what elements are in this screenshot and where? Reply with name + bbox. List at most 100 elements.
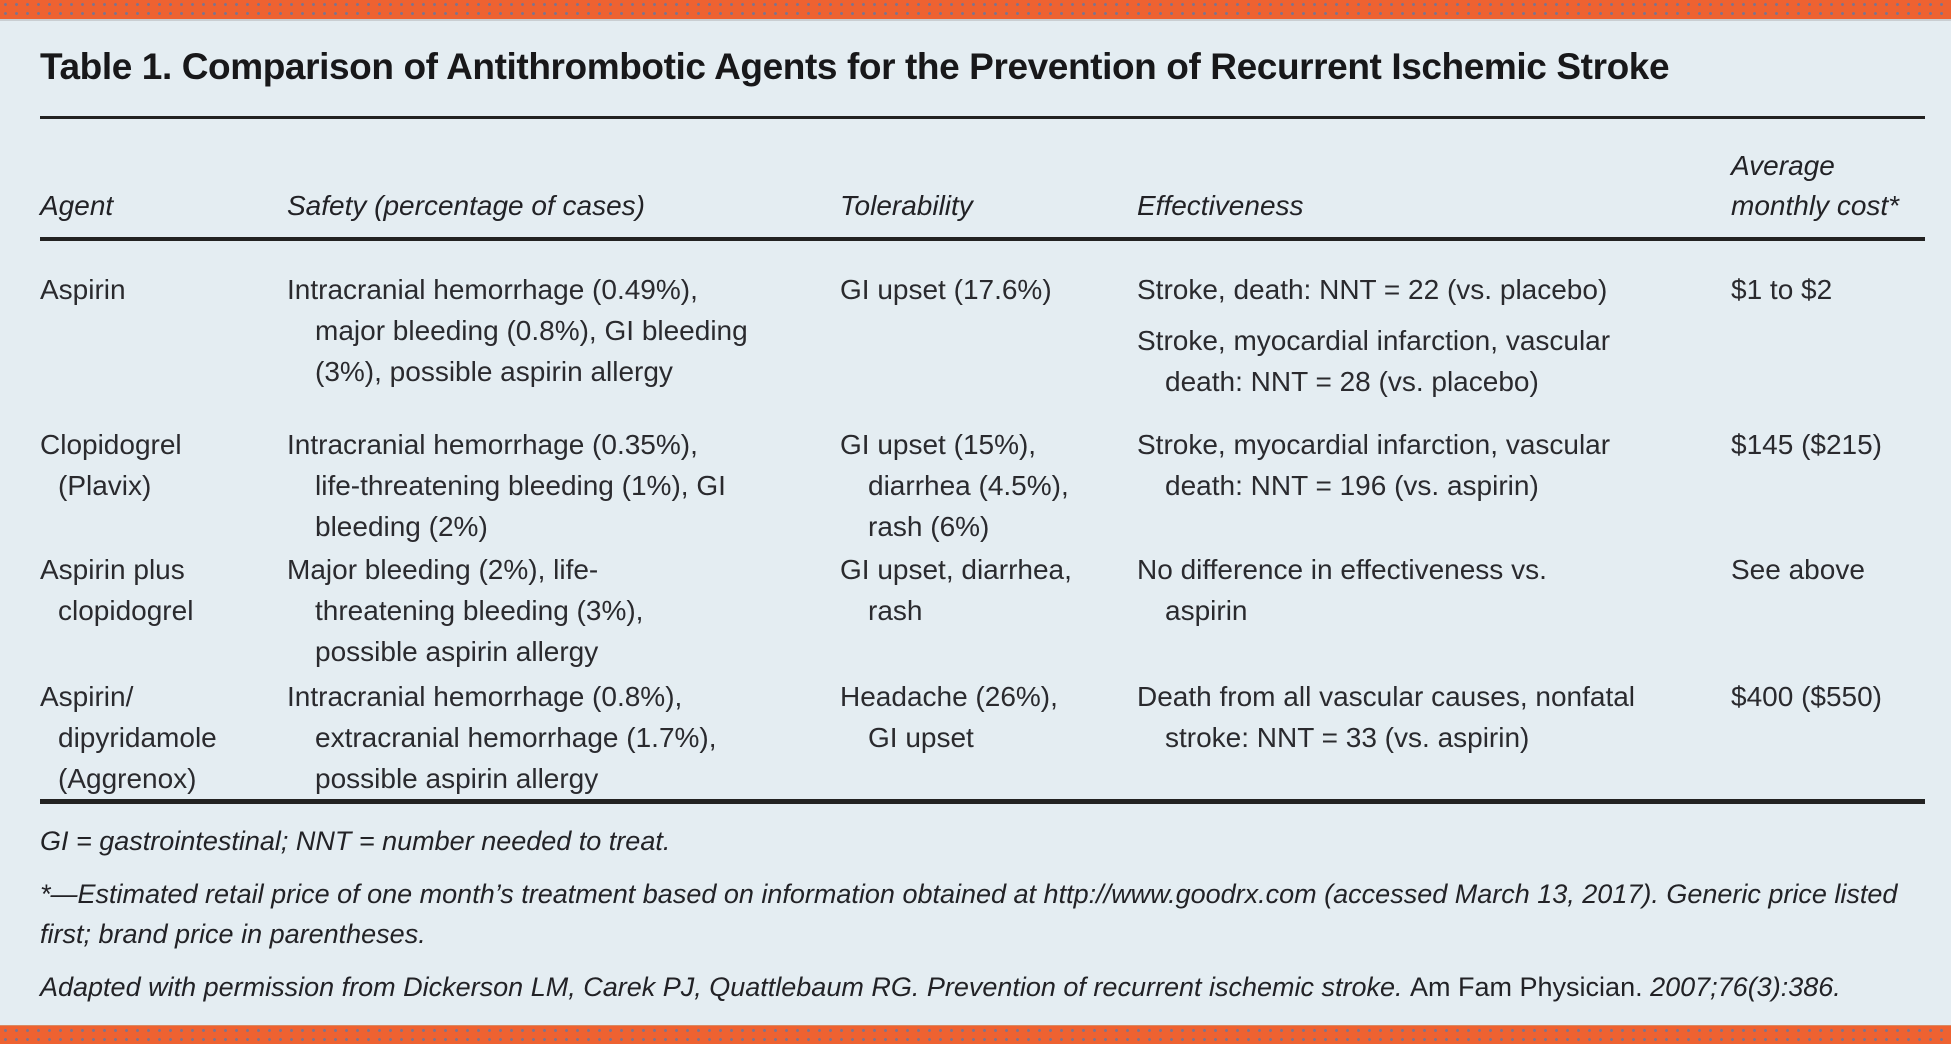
footnote-3: Adapted with permission from Dickerson L… xyxy=(40,967,1925,1007)
cell-paragraph: Death from all vascular causes, nonfatal… xyxy=(1137,676,1731,758)
header-line: Effectiveness xyxy=(1137,190,1304,221)
cell-cost: $145 ($215) xyxy=(1731,424,1925,465)
cell-line: possible aspirin allergy xyxy=(315,763,599,794)
cell-line: death: NNT = 28 (vs. placebo) xyxy=(1165,366,1539,397)
column-header-agent: Agent xyxy=(40,186,287,226)
cell-paragraph: See above xyxy=(1731,549,1925,590)
cell-line: bleeding (2%) xyxy=(315,511,488,542)
cell-paragraph: No difference in effectiveness vs. aspiri… xyxy=(1137,549,1731,631)
cell-paragraph: $145 ($215) xyxy=(1731,424,1925,465)
cell-paragraph: Intracranial hemorrhage (0.8%), extracran… xyxy=(287,676,840,799)
cell-paragraph: Aspirin plus clopidogrel xyxy=(40,549,287,631)
table-row: Aspirin plus clopidogrel Major bleeding (2… xyxy=(40,549,1925,676)
cell-cost: $1 to $2 xyxy=(1731,269,1925,310)
cell-line: $1 to $2 xyxy=(1731,274,1833,305)
cell-line: rash xyxy=(868,595,923,626)
cell-line: GI upset, diarrhea, xyxy=(840,554,1072,585)
cell-paragraph: GI upset (15%), diarrhea (4.5%), rash (6%) xyxy=(840,424,1137,547)
cell-paragraph: GI upset (17.6%) xyxy=(840,269,1137,310)
column-header-tolerability: Tolerability xyxy=(840,186,1137,226)
cell-effectiveness: Stroke, death: NNT = 22 (vs. placebo) Str… xyxy=(1137,269,1731,402)
cell-line: threatening bleeding (3%), xyxy=(315,595,644,626)
header-line: Average xyxy=(1731,150,1835,181)
cell-line: major bleeding (0.8%), GI bleeding xyxy=(315,315,748,346)
cell-line: Clopidogrel xyxy=(40,429,182,460)
cell-agent: Aspirin xyxy=(40,269,287,310)
cell-cost: See above xyxy=(1731,549,1925,590)
cell-line: See above xyxy=(1731,554,1865,585)
cell-tolerability: Headache (26%), GI upset xyxy=(840,676,1137,758)
cell-paragraph: Aspirin xyxy=(40,269,287,310)
table-row: Clopidogrel (Plavix) Intracranial hemorrha… xyxy=(40,424,1925,549)
header-line: Tolerability xyxy=(840,190,973,221)
cell-cost: $400 ($550) xyxy=(1731,676,1925,717)
cell-line: GI upset (17.6%) xyxy=(840,274,1052,305)
cell-line: Stroke, myocardial infarction, vascular xyxy=(1137,429,1611,460)
header-line: Safety (percentage of cases) xyxy=(287,190,645,221)
cell-line: Death from all vascular causes, nonfatal xyxy=(1137,681,1636,712)
footnote-text: 2007;76(3):386. xyxy=(1642,972,1841,1002)
cell-agent: Aspirin plus clopidogrel xyxy=(40,549,287,631)
footer-rule xyxy=(40,799,1925,804)
footnotes: GI = gastrointestinal; NNT = number need… xyxy=(40,804,1925,1007)
cell-line: Intracranial hemorrhage (0.35%), xyxy=(287,429,698,460)
cell-line: GI upset (15%), xyxy=(840,429,1037,460)
cell-line: Stroke, myocardial infarction, vascular xyxy=(1137,325,1611,356)
header-line: Agent xyxy=(40,190,114,221)
cell-line: $145 ($215) xyxy=(1731,429,1883,460)
cell-tolerability: GI upset, diarrhea, rash xyxy=(840,549,1137,631)
cell-line: death: NNT = 196 (vs. aspirin) xyxy=(1165,470,1539,501)
cell-safety: Intracranial hemorrhage (0.35%), life-thr… xyxy=(287,424,840,547)
cell-paragraph: Stroke, myocardial infarction, vascular d… xyxy=(1137,320,1731,402)
cell-line: possible aspirin allergy xyxy=(315,636,599,667)
cell-line: diarrhea (4.5%), xyxy=(868,470,1069,501)
title-rule xyxy=(40,116,1925,119)
cell-line: Intracranial hemorrhage (0.49%), xyxy=(287,274,698,305)
cell-line: Major bleeding (2%), life- xyxy=(287,554,599,585)
cell-effectiveness: Stroke, myocardial infarction, vascular d… xyxy=(1137,424,1731,506)
cell-line: Intracranial hemorrhage (0.8%), xyxy=(287,681,683,712)
cell-line: Aspirin plus xyxy=(40,554,185,585)
cell-paragraph: $1 to $2 xyxy=(1731,269,1925,310)
column-header-safety: Safety (percentage of cases) xyxy=(287,186,840,226)
table-row: Aspirin/dipyridamole (Aggrenox) Intracrani… xyxy=(40,676,1925,799)
footnote-2: *—Estimated retail price of one month’s … xyxy=(40,874,1925,954)
journal-name: Am Fam Physician. xyxy=(1410,972,1643,1002)
header-rule xyxy=(40,237,1925,241)
cell-line: dipyridamole xyxy=(58,722,217,753)
cell-line: life-threatening bleeding (1%), GI xyxy=(315,470,726,501)
header-line: monthly cost* xyxy=(1731,190,1900,221)
cell-agent: Aspirin/dipyridamole (Aggrenox) xyxy=(40,676,287,799)
footnote-text: GI = gastrointestinal; NNT = number need… xyxy=(40,826,671,856)
cell-paragraph: Intracranial hemorrhage (0.35%), life-thr… xyxy=(287,424,840,547)
cell-line: Aspirin/ xyxy=(40,681,134,712)
cell-line: (3%), possible aspirin allergy xyxy=(315,356,673,387)
table-figure: Table 1. Comparison of Antithrombotic Ag… xyxy=(0,21,1951,1020)
footnote-text: *—Estimated retail price of one month’s … xyxy=(40,879,1898,949)
cell-line: No difference in effectiveness vs. xyxy=(1137,554,1547,585)
cell-line: $400 ($550) xyxy=(1731,681,1883,712)
cell-line: Aspirin xyxy=(40,274,126,305)
cell-paragraph: GI upset, diarrhea, rash xyxy=(840,549,1137,631)
cell-paragraph: Intracranial hemorrhage (0.49%), major bl… xyxy=(287,269,840,392)
cell-paragraph: Aspirin/dipyridamole (Aggrenox) xyxy=(40,676,287,799)
cell-line: (Aggrenox) xyxy=(58,763,197,794)
cell-line: aspirin xyxy=(1165,595,1248,626)
table-row: Aspirin Intracranial hemorrhage (0.49%), m… xyxy=(40,269,1925,424)
cell-safety: Intracranial hemorrhage (0.49%), major bl… xyxy=(287,269,840,392)
cell-line: extracranial hemorrhage (1.7%), xyxy=(315,722,717,753)
cell-line: GI upset xyxy=(868,722,974,753)
cell-safety: Intracranial hemorrhage (0.8%), extracran… xyxy=(287,676,840,799)
cell-line: stroke: NNT = 33 (vs. aspirin) xyxy=(1165,722,1530,753)
table-body: Aspirin Intracranial hemorrhage (0.49%), m… xyxy=(40,241,1925,799)
cell-paragraph: $400 ($550) xyxy=(1731,676,1925,717)
cell-line: Stroke, death: NNT = 22 (vs. placebo) xyxy=(1137,274,1608,305)
cell-tolerability: GI upset (15%), diarrhea (4.5%), rash (6%) xyxy=(840,424,1137,547)
cell-tolerability: GI upset (17.6%) xyxy=(840,269,1137,310)
cell-paragraph: Major bleeding (2%), life-threatening bl… xyxy=(287,549,840,672)
cell-paragraph: Stroke, death: NNT = 22 (vs. placebo) xyxy=(1137,269,1731,310)
cell-line: (Plavix) xyxy=(58,470,152,501)
cell-paragraph: Stroke, myocardial infarction, vascular d… xyxy=(1137,424,1731,506)
cell-paragraph: Headache (26%), GI upset xyxy=(840,676,1137,758)
footnote-text: Adapted with permission from Dickerson L… xyxy=(40,972,1411,1002)
